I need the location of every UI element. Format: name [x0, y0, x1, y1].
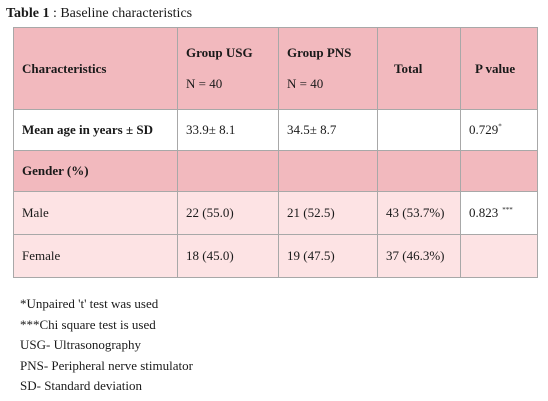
- header-group-pns: Group PNS N = 40: [278, 27, 378, 110]
- cell-age-p-value: 0.729: [469, 122, 499, 137]
- footnote-item: SD- Standard deviation: [20, 378, 143, 393]
- cell-gender-pns: [278, 150, 378, 192]
- table-caption-label: Table 1: [6, 6, 50, 21]
- cell-female-pns: 19 (47.5): [278, 234, 378, 278]
- header-group-pns-label: Group PNS: [287, 45, 352, 60]
- table-caption-text: : Baseline characteristics: [49, 6, 193, 21]
- footnote-item: PNS- Peripheral nerve stimulator: [20, 357, 193, 373]
- cell-female-usg: 18 (45.0): [177, 234, 279, 278]
- table-row: Mean age in years ± SD 33.9± 8.1 34.5± 8…: [13, 109, 538, 151]
- header-characteristics: Characteristics: [13, 27, 178, 110]
- footnote-item: USG- Ultrasonography: [20, 337, 141, 352]
- table-caption: Table 1 : Baseline characteristics: [6, 5, 192, 23]
- table-row: Female 18 (45.0) 19 (47.5) 37 (46.3%): [13, 234, 538, 278]
- footnote-item: ***Chi square test is used: [20, 316, 156, 332]
- baseline-characteristics-table: Characteristics Group USG N = 40 Group P…: [13, 27, 538, 278]
- table-footnotes: *Unpaired 't' test was used ***Chi squar…: [20, 294, 193, 397]
- cell-gender-usg: [177, 150, 279, 192]
- cell-male-total: 43 (53.7%): [377, 191, 461, 235]
- cell-female-p: [460, 234, 538, 278]
- cell-age-usg: 33.9± 8.1: [177, 109, 279, 151]
- cell-age-p-mark: *: [498, 122, 502, 131]
- cell-gender-p: [460, 150, 538, 192]
- header-group-usg-label: Group USG: [186, 45, 253, 60]
- cell-male-p: 0.823 ***: [460, 191, 538, 235]
- row-label-age: Mean age in years ± SD: [13, 109, 178, 151]
- row-label-gender: Gender (%): [13, 150, 178, 192]
- cell-male-p-mark: ***: [502, 205, 513, 214]
- cell-age-pns: 34.5± 8.7: [278, 109, 378, 151]
- row-label-male: Male: [13, 191, 178, 235]
- header-total: Total: [377, 27, 461, 110]
- cell-gender-total: [377, 150, 461, 192]
- row-label-female: Female: [13, 234, 178, 278]
- header-group-usg: Group USG N = 40: [177, 27, 279, 110]
- header-group-pns-n: N = 40: [287, 76, 324, 91]
- cell-age-total: [377, 109, 461, 151]
- cell-female-total: 37 (46.3%): [377, 234, 461, 278]
- header-p-value: P value: [460, 27, 538, 110]
- table-header-row: Characteristics Group USG N = 40 Group P…: [13, 27, 538, 110]
- table-row: Gender (%): [13, 150, 538, 192]
- footnote-item: *Unpaired 't' test was used: [20, 296, 159, 311]
- cell-male-p-value: 0.823: [469, 205, 499, 220]
- cell-male-pns: 21 (52.5): [278, 191, 378, 235]
- cell-age-p: 0.729*: [460, 109, 538, 151]
- cell-male-usg: 22 (55.0): [177, 191, 279, 235]
- header-group-usg-n: N = 40: [186, 76, 223, 91]
- table-row: Male 22 (55.0) 21 (52.5) 43 (53.7%) 0.82…: [13, 191, 538, 235]
